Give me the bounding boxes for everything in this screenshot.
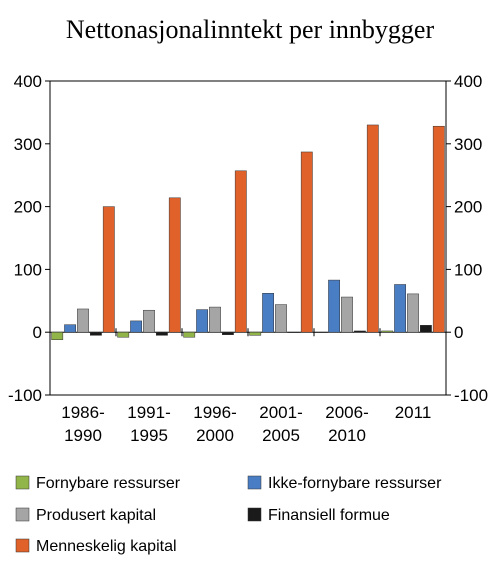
legend-label: Menneskelig kapital	[36, 538, 177, 555]
x-category-label: 1991-	[127, 403, 170, 422]
bar	[275, 304, 287, 333]
bar	[130, 320, 142, 333]
y-tick-label-left: 100	[14, 260, 42, 279]
bar	[315, 331, 328, 333]
x-category-label: 1986-	[61, 403, 104, 422]
bar	[328, 279, 341, 333]
legend-label: Ikke-fornybare ressurser	[268, 475, 442, 492]
x-category-label: 2005	[262, 426, 300, 445]
bar	[168, 197, 181, 333]
legend-swatch	[247, 475, 262, 490]
plot-frame	[49, 80, 447, 396]
legend-swatch	[15, 538, 30, 553]
bar	[143, 309, 155, 333]
bar	[354, 330, 366, 333]
y-tick-label-right: 100	[454, 260, 482, 279]
legend-swatch	[15, 507, 30, 522]
bar	[117, 331, 130, 338]
bar	[222, 331, 234, 335]
legend-label: Produsert kapital	[36, 507, 156, 524]
bar	[366, 124, 379, 333]
y-tick-label-left: 400	[14, 72, 42, 91]
bar	[183, 331, 196, 338]
bar	[300, 151, 313, 333]
x-category-label: 1996-	[193, 403, 236, 422]
bar	[196, 309, 208, 333]
y-tick-label-right: 400	[454, 72, 482, 91]
bar	[381, 330, 394, 333]
legend-swatch	[247, 507, 262, 522]
y-tick-label-right: 200	[454, 198, 482, 217]
y-tick-label-right: 0	[454, 323, 463, 342]
bar	[77, 308, 89, 333]
bar	[234, 170, 247, 333]
x-category-label: 1995	[130, 426, 168, 445]
x-category-label: 1990	[64, 426, 102, 445]
bar	[407, 293, 419, 333]
y-tick-label-right: -100	[454, 386, 488, 405]
bar	[288, 331, 300, 333]
x-category-label: 2006-	[325, 403, 368, 422]
y-tick-label-left: 0	[33, 323, 42, 342]
chart-title: Nettonasjonalinntekt per innbygger	[66, 15, 435, 44]
bar	[90, 331, 102, 336]
bar	[420, 325, 432, 333]
bar	[51, 331, 64, 340]
legend-label: Finansiell formue	[268, 507, 390, 524]
bar	[249, 331, 262, 336]
y-tick-label-left: -100	[8, 386, 42, 405]
bar	[209, 306, 221, 333]
x-category-label: 2000	[196, 426, 234, 445]
x-category-label: 2010	[328, 426, 366, 445]
x-category-label: 2011	[395, 403, 432, 422]
bar	[394, 284, 407, 333]
x-category-label: 2001-	[259, 403, 302, 422]
y-tick-label-left: 300	[14, 135, 42, 154]
bar	[262, 293, 275, 333]
bar	[64, 324, 76, 333]
y-tick-label-left: 200	[14, 198, 42, 217]
legend-label: Fornybare ressurser	[36, 475, 181, 492]
legend-swatch	[15, 475, 30, 490]
bar	[432, 125, 445, 333]
y-tick-label-right: 300	[454, 135, 482, 154]
bar	[341, 296, 353, 333]
bar	[156, 331, 168, 336]
bar	[102, 206, 115, 333]
